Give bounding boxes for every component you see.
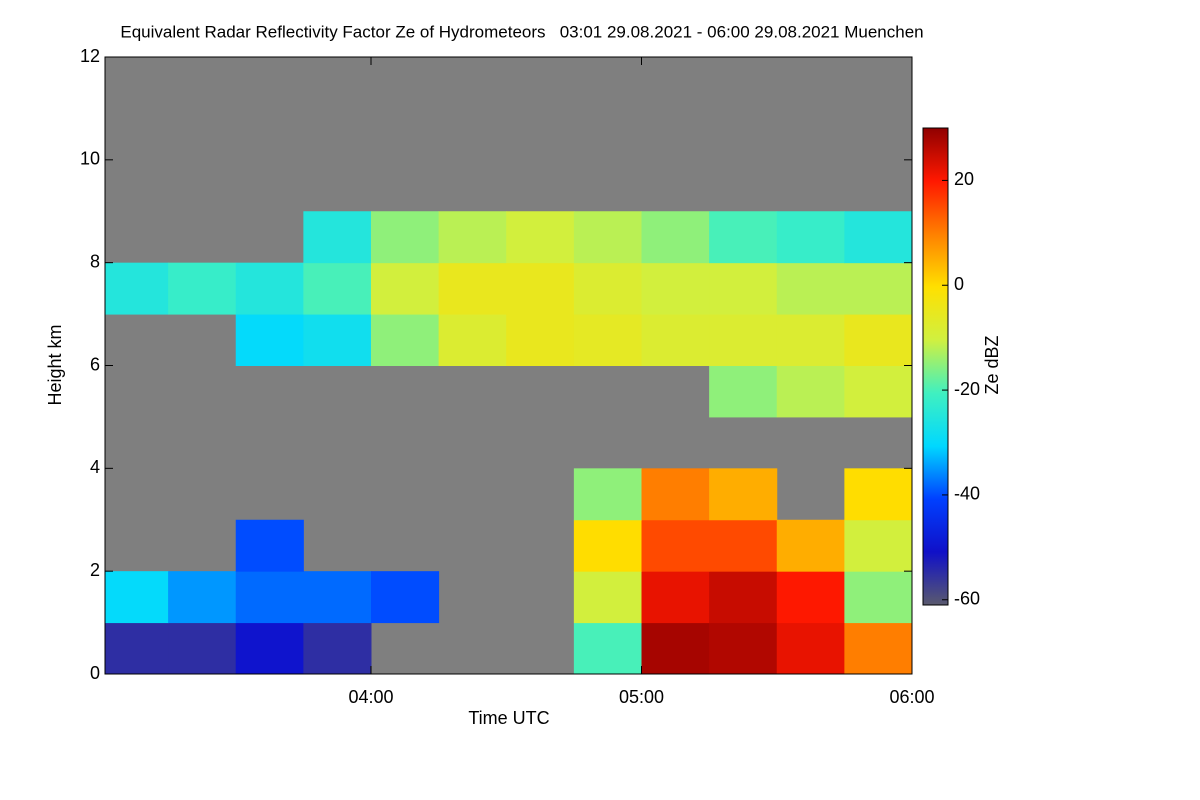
heatmap-cell xyxy=(370,211,440,264)
heatmap-cell xyxy=(641,519,710,572)
heatmap-cell xyxy=(844,211,912,264)
heatmap-cell xyxy=(506,211,575,264)
heatmap-cell xyxy=(438,314,507,366)
heatmap-cell xyxy=(776,622,845,674)
heatmap-cell xyxy=(235,314,304,366)
colorbar-tick-label: 20 xyxy=(954,169,974,189)
y-tick-label: 4 xyxy=(90,457,100,477)
heatmap-cell xyxy=(641,468,710,521)
colorbar-tick-label: -60 xyxy=(954,589,980,609)
heatmap-cell xyxy=(573,262,642,315)
heatmap-cell xyxy=(844,365,912,418)
heatmap-cell xyxy=(573,314,642,366)
heatmap-cell xyxy=(370,262,440,315)
heatmap-cell xyxy=(235,262,304,315)
y-tick-label: 8 xyxy=(90,251,100,271)
heatmap-cell xyxy=(844,571,912,624)
heatmap-cell xyxy=(573,571,642,624)
heatmap-cell xyxy=(709,314,778,366)
y-tick-label: 10 xyxy=(80,149,100,169)
colorbar xyxy=(922,127,949,606)
heatmap-cell xyxy=(303,211,372,264)
heatmap-cell xyxy=(844,468,912,521)
heatmap-cell xyxy=(709,519,778,572)
heatmap-cell xyxy=(844,622,912,674)
x-axis-label: Time UTC xyxy=(468,708,549,728)
heatmap-cell xyxy=(776,519,845,572)
heatmap-cell xyxy=(303,314,372,366)
heatmap-cell xyxy=(776,365,845,418)
x-tick-label: 04:00 xyxy=(348,687,393,707)
y-tick-label: 2 xyxy=(90,560,100,580)
heatmap-cell xyxy=(573,211,642,264)
heatmap-cell xyxy=(573,519,642,572)
heatmap-cell xyxy=(641,211,710,264)
heatmap-cell xyxy=(168,571,237,624)
heatmap-cell xyxy=(506,314,575,366)
heatmap-cell xyxy=(776,314,845,366)
y-tick-label: 12 xyxy=(80,46,100,66)
colorbar-tick-label: 0 xyxy=(954,274,964,294)
heatmap-cell xyxy=(235,622,304,674)
heatmap-cell xyxy=(709,365,778,418)
y-tick-label: 6 xyxy=(90,354,100,374)
heatmap-cell xyxy=(370,571,440,624)
heatmap xyxy=(105,211,912,674)
heatmap-cell xyxy=(438,211,507,264)
heatmap-cell xyxy=(641,622,710,674)
heatmap-cell xyxy=(438,262,507,315)
heatmap-cell xyxy=(709,211,778,264)
heatmap-cell xyxy=(235,571,304,624)
heatmap-cell xyxy=(709,622,778,674)
heatmap-cell xyxy=(641,314,710,366)
heatmap-cell xyxy=(776,571,845,624)
heatmap-cell xyxy=(235,519,304,572)
colorbar-tick-label: -20 xyxy=(954,379,980,399)
colorbar-label: Ze dBZ xyxy=(982,335,1002,394)
heatmap-cell xyxy=(303,571,372,624)
heatmap-cell xyxy=(709,468,778,521)
heatmap-cell xyxy=(168,622,237,674)
heatmap-cell xyxy=(709,262,778,315)
heatmap-cell xyxy=(370,314,440,366)
heatmap-cell xyxy=(506,262,575,315)
x-tick-label: 06:00 xyxy=(889,687,934,707)
y-tick-label: 0 xyxy=(90,663,100,683)
heatmap-cell xyxy=(303,622,372,674)
x-tick-label: 05:00 xyxy=(619,687,664,707)
heatmap-cell xyxy=(776,211,845,264)
y-axis-label: Height km xyxy=(45,324,65,405)
heatmap-cell xyxy=(844,262,912,315)
colorbar-tick-label: -40 xyxy=(954,484,980,504)
heatmap-cell xyxy=(844,519,912,572)
chart-title: Equivalent Radar Reflectivity Factor Ze … xyxy=(120,22,923,41)
heatmap-cell xyxy=(168,262,237,315)
heatmap-cell xyxy=(573,468,642,521)
heatmap-cell xyxy=(844,314,912,366)
heatmap-cell xyxy=(776,262,845,315)
heatmap-cell xyxy=(573,622,642,674)
heatmap-cell xyxy=(105,571,169,624)
heatmap-cell xyxy=(105,262,169,315)
heatmap-cell xyxy=(709,571,778,624)
heatmap-cell xyxy=(641,571,710,624)
heatmap-cell xyxy=(303,262,372,315)
heatmap-cell xyxy=(105,622,169,674)
heatmap-cell xyxy=(641,262,710,315)
